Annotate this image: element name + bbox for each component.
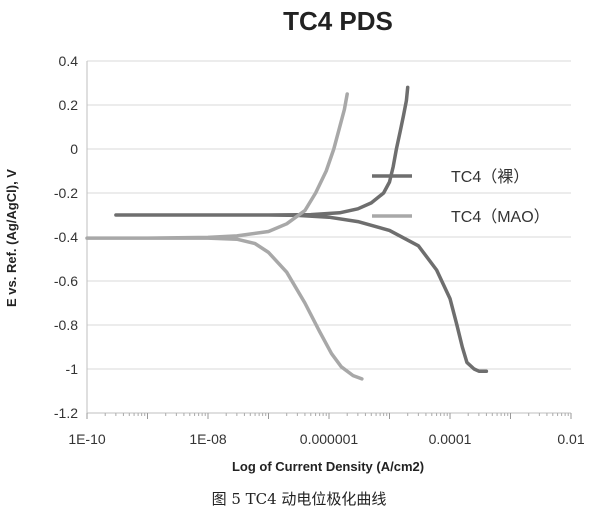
- x-tick-label: 0.01: [557, 431, 584, 447]
- y-tick-label: -0.8: [54, 317, 78, 333]
- x-tick-label: 0.000001: [300, 431, 359, 447]
- legend-label-1: TC4（裸）: [451, 168, 529, 186]
- y-tick-label: -1.2: [54, 405, 78, 421]
- legend-label-2: TC4（MAO）: [451, 208, 550, 226]
- y-tick-label: -0.6: [54, 273, 78, 289]
- x-tick-label: 0.0001: [429, 431, 472, 447]
- y-tick-label: 0.2: [59, 97, 79, 113]
- series-line-2: [85, 92, 364, 381]
- x-tick-label: 1E-08: [189, 431, 227, 447]
- y-tick-label: -0.4: [54, 229, 78, 245]
- x-tick-label: 1E-10: [68, 431, 106, 447]
- y-axis-label: E vs. Ref. (Ag/AgCl), V: [4, 169, 19, 307]
- x-axis-label: Log of Current Density (A/cm2): [232, 459, 424, 474]
- series-line-1: [114, 85, 489, 373]
- y-tick-label: 0.4: [59, 53, 79, 69]
- series-lines: [85, 85, 489, 381]
- figure-caption: 图 5 TC4 动电位极化曲线: [211, 490, 387, 508]
- tick-labels: 0.4 0.2 0 -0.2 -0.4 -0.6 -0.8 -1 -1.2 1E-10 1E-08 0…: [54, 53, 585, 447]
- axes: [86, 61, 572, 419]
- legend: TC4（裸） TC4（MAO）: [372, 168, 550, 226]
- y-tick-label: 0: [70, 141, 78, 157]
- y-tick-label: -0.2: [54, 185, 78, 201]
- chart-title: TC4 PDS: [283, 6, 393, 36]
- y-tick-label: -1: [66, 361, 79, 377]
